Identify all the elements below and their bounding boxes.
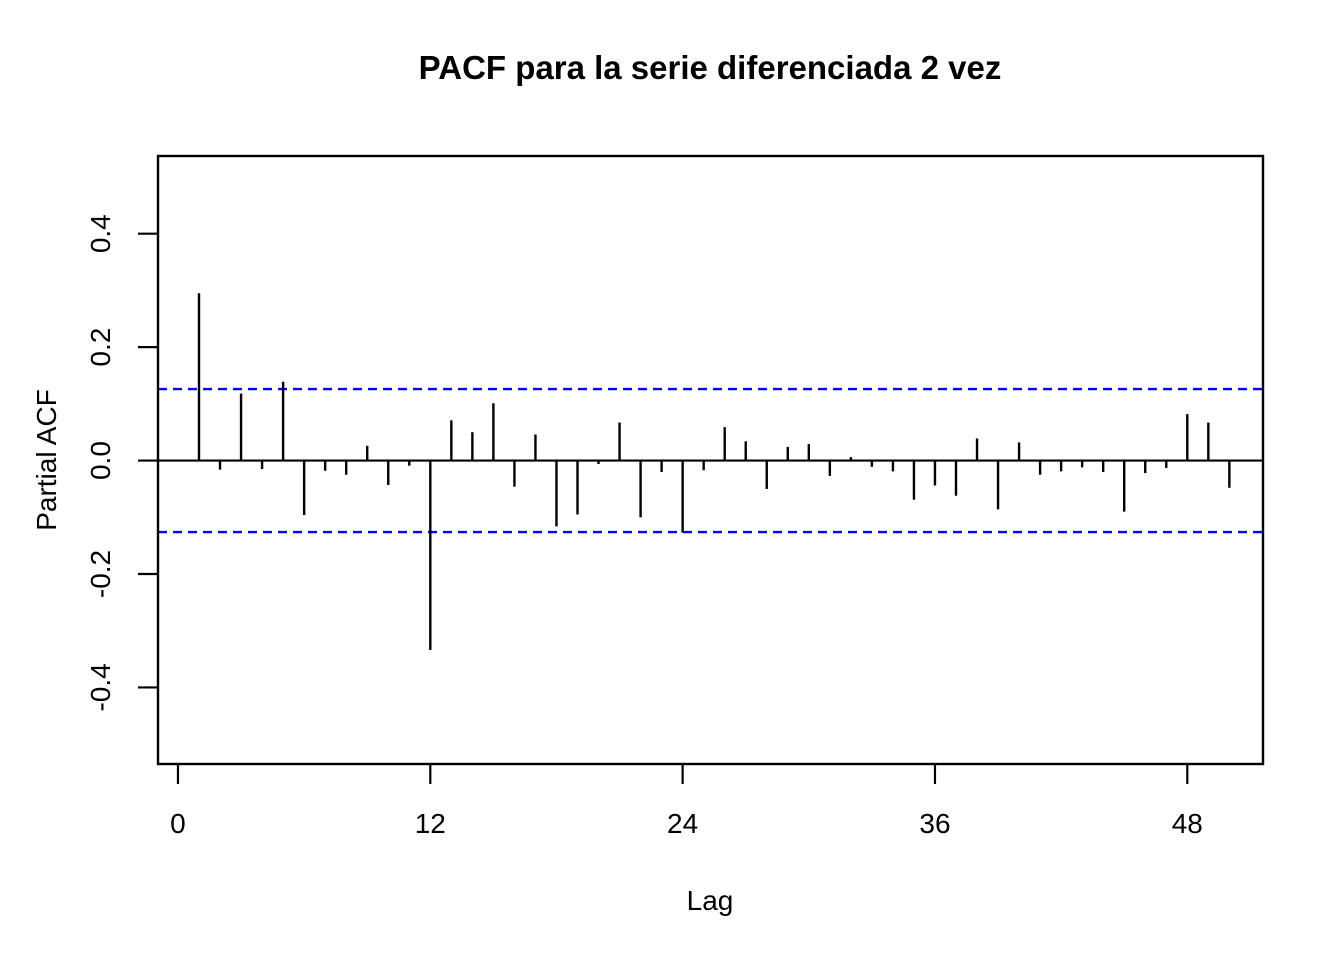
x-tick-label: 24 [667,808,698,839]
chart-title: PACF para la serie diferenciada 2 vez [419,49,1002,86]
y-tick-label: -0.4 [85,663,116,711]
plot-border [156,154,1265,766]
x-tick-label: 48 [1172,808,1203,839]
y-tick-label: 0.0 [85,441,116,480]
y-tick-label: 0.4 [85,214,116,253]
x-tick-label: 12 [415,808,446,839]
y-tick-label: 0.2 [85,328,116,367]
y-tick-label: -0.2 [85,550,116,598]
x-tick-label: 36 [919,808,950,839]
plot-layer: 0 12 24 36 48 0.4 0.2 0.0 -0.2 -0.4 [85,214,1263,839]
y-axis-label: Partial ACF [31,389,62,531]
x-axis-label: Lag [687,885,734,916]
x-tick-label: 0 [170,808,186,839]
